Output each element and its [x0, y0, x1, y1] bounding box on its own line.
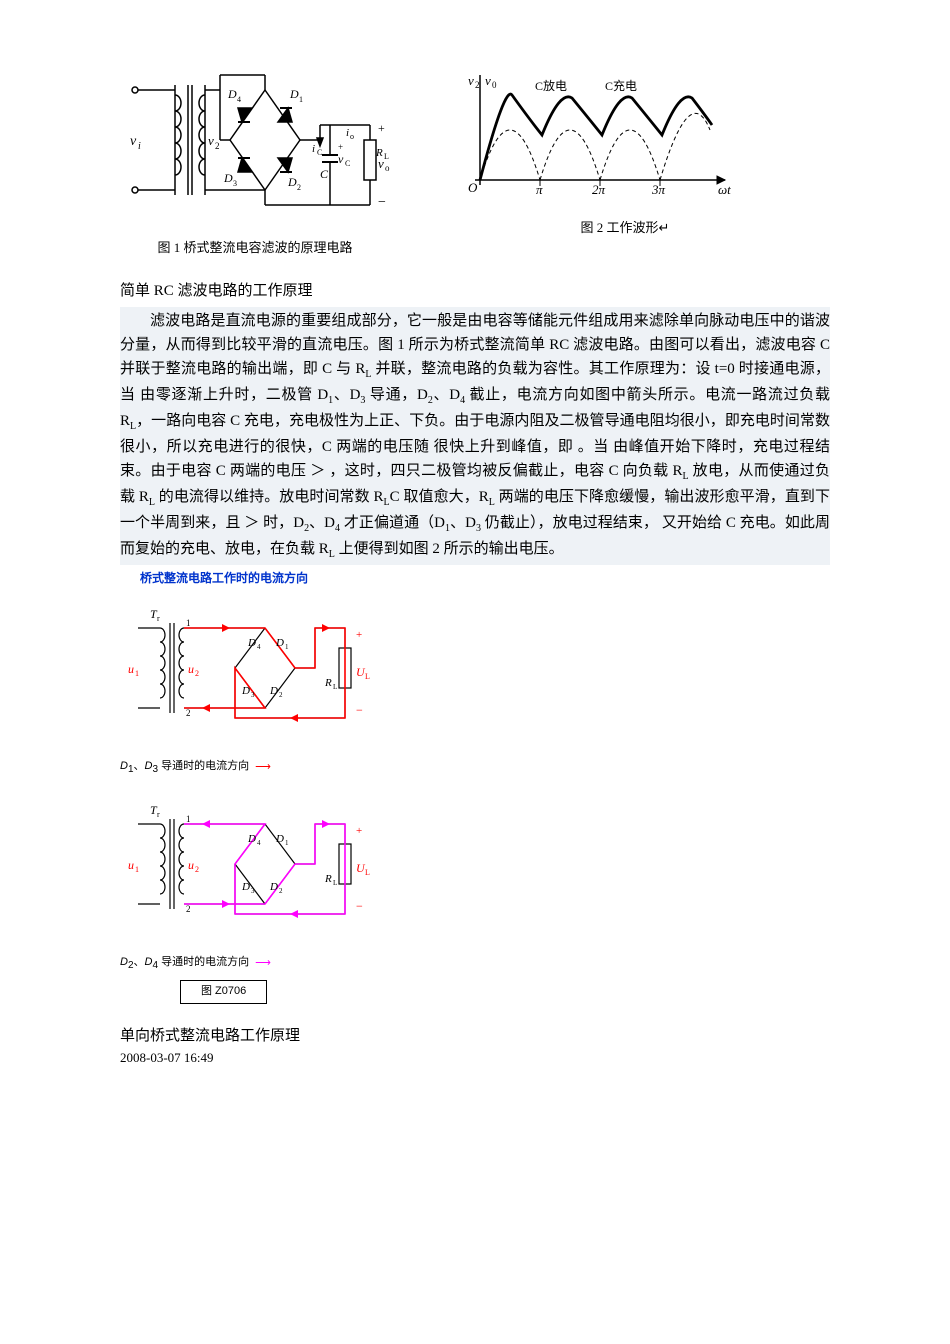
svg-text:+: + — [378, 121, 385, 135]
footer-date: 2008-03-07 16:49 — [120, 1048, 830, 1069]
svg-text:4: 4 — [257, 643, 261, 651]
svg-text:u: u — [188, 662, 194, 676]
figure-2-caption: 图 2 工作波形↵ — [581, 218, 670, 239]
svg-text:C: C — [320, 167, 329, 181]
svg-text:D: D — [241, 685, 250, 697]
svg-text:+: + — [356, 825, 362, 837]
svg-text:−: − — [378, 195, 386, 210]
figure-3-title: 桥式整流电路工作时的电流方向 — [140, 569, 830, 588]
svg-text:D: D — [247, 637, 256, 649]
figure-3-block: 桥式整流电路工作时的电流方向 — [120, 569, 830, 1004]
svg-text:2: 2 — [279, 691, 283, 699]
svg-text:v: v — [468, 73, 474, 88]
svg-text:r: r — [157, 810, 160, 819]
svg-text:+: + — [338, 142, 343, 152]
svg-text:i: i — [346, 127, 349, 139]
svg-text:1: 1 — [299, 95, 303, 104]
svg-text:4: 4 — [257, 839, 261, 847]
svg-text:L: L — [365, 868, 370, 877]
svg-text:D: D — [247, 833, 256, 845]
svg-text:u: u — [128, 662, 134, 676]
svg-text:D: D — [269, 881, 278, 893]
svg-text:C: C — [345, 159, 350, 168]
svg-text:1: 1 — [186, 618, 191, 628]
svg-text:D: D — [287, 175, 297, 189]
svg-text:o: o — [350, 132, 354, 141]
svg-text:2: 2 — [297, 183, 301, 192]
figure-2-waveform: v2 v0 C放电 C充电 O π 2π 3π ωt — [450, 60, 740, 210]
svg-text:u: u — [128, 858, 134, 872]
svg-text:R: R — [324, 677, 332, 689]
svg-text:2: 2 — [215, 141, 220, 151]
svg-text:v: v — [208, 133, 214, 148]
figure-3-code: 图 Z0706 — [180, 980, 267, 1004]
svg-text:2: 2 — [195, 669, 199, 678]
svg-text:D: D — [223, 171, 233, 185]
svg-text:1: 1 — [285, 643, 289, 651]
svg-text:R: R — [324, 873, 332, 885]
svg-text:1: 1 — [135, 669, 139, 678]
svg-text:2: 2 — [475, 80, 480, 90]
svg-text:2: 2 — [279, 887, 283, 895]
svg-text:D: D — [289, 87, 299, 101]
svg-text:D: D — [275, 637, 284, 649]
svg-text:L: L — [333, 683, 337, 691]
svg-text:i: i — [312, 143, 315, 155]
svg-text:L: L — [365, 672, 370, 681]
svg-text:−: − — [356, 899, 363, 913]
body-paragraph: 滤波电路是直流电源的重要组成部分，它一般是由电容等储能元件组成用来滤除单向脉动电… — [120, 307, 830, 565]
svg-text:D: D — [227, 87, 237, 101]
figure-3a-circuit: Tr u1 u2 1 2 D4 D1 D3 D2 RL + UL − — [120, 588, 380, 748]
c-discharge-label: C放电 — [535, 78, 567, 93]
figure-1-circuit: vi v2 D4 D1 D3 D2 iC + vC C io + vo − RL — [120, 60, 390, 230]
footer-title: 单向桥式整流电路工作原理 — [120, 1024, 830, 1048]
svg-text:3π: 3π — [651, 182, 666, 197]
svg-text:L: L — [384, 152, 389, 161]
svg-text:2π: 2π — [592, 182, 606, 197]
svg-text:D: D — [241, 881, 250, 893]
svg-text:D: D — [269, 685, 278, 697]
svg-text:2: 2 — [195, 865, 199, 874]
svg-text:r: r — [157, 614, 160, 623]
svg-text:3: 3 — [251, 887, 255, 895]
svg-text:+: + — [356, 629, 362, 641]
svg-text:3: 3 — [251, 691, 255, 699]
svg-text:O: O — [468, 180, 478, 195]
arrow-magenta-icon: ⟶ — [255, 955, 271, 973]
section-title: 简单 RC 滤波电路的工作原理 — [120, 279, 830, 303]
svg-text:R: R — [375, 147, 383, 159]
svg-text:1: 1 — [186, 814, 191, 824]
svg-text:C: C — [317, 148, 322, 157]
svg-text:π: π — [536, 182, 543, 197]
svg-text:2: 2 — [186, 708, 191, 718]
svg-text:ωt: ωt — [718, 182, 731, 197]
svg-text:1: 1 — [135, 865, 139, 874]
svg-text:4: 4 — [237, 95, 241, 104]
svg-text:3: 3 — [233, 179, 237, 188]
top-figures-row: vi v2 D4 D1 D3 D2 iC + vC C io + vo − RL… — [120, 60, 830, 259]
svg-text:1: 1 — [285, 839, 289, 847]
svg-text:L: L — [333, 879, 337, 887]
svg-text:2: 2 — [186, 904, 191, 914]
svg-text:i: i — [138, 141, 141, 152]
figure-3b-caption: D2、D4 导通时的电流方向 ⟶ — [120, 954, 830, 974]
svg-text:v: v — [130, 134, 137, 149]
figure-1-caption: 图 1 桥式整流电容滤波的原理电路 — [157, 238, 352, 259]
figure-3b-circuit: Tr u1 u2 1 2 D4 D1 D3 D2 RL + UL − — [120, 784, 380, 944]
svg-text:u: u — [188, 858, 194, 872]
svg-text:v: v — [338, 152, 344, 166]
svg-text:−: − — [356, 703, 363, 717]
arrow-red-icon: ⟶ — [255, 759, 271, 777]
svg-text:0: 0 — [492, 80, 497, 90]
figure-3a-caption: D1、D3 导通时的电流方向 ⟶ — [120, 758, 830, 778]
figure-2-block: v2 v0 C放电 C充电 O π 2π 3π ωt 图 2 工作波形↵ — [450, 60, 740, 239]
svg-text:o: o — [385, 163, 390, 173]
figure-1-block: vi v2 D4 D1 D3 D2 iC + vC C io + vo − RL… — [120, 60, 390, 259]
svg-text:D: D — [275, 833, 284, 845]
c-charge-label: C充电 — [605, 78, 637, 93]
svg-text:v: v — [485, 73, 491, 88]
